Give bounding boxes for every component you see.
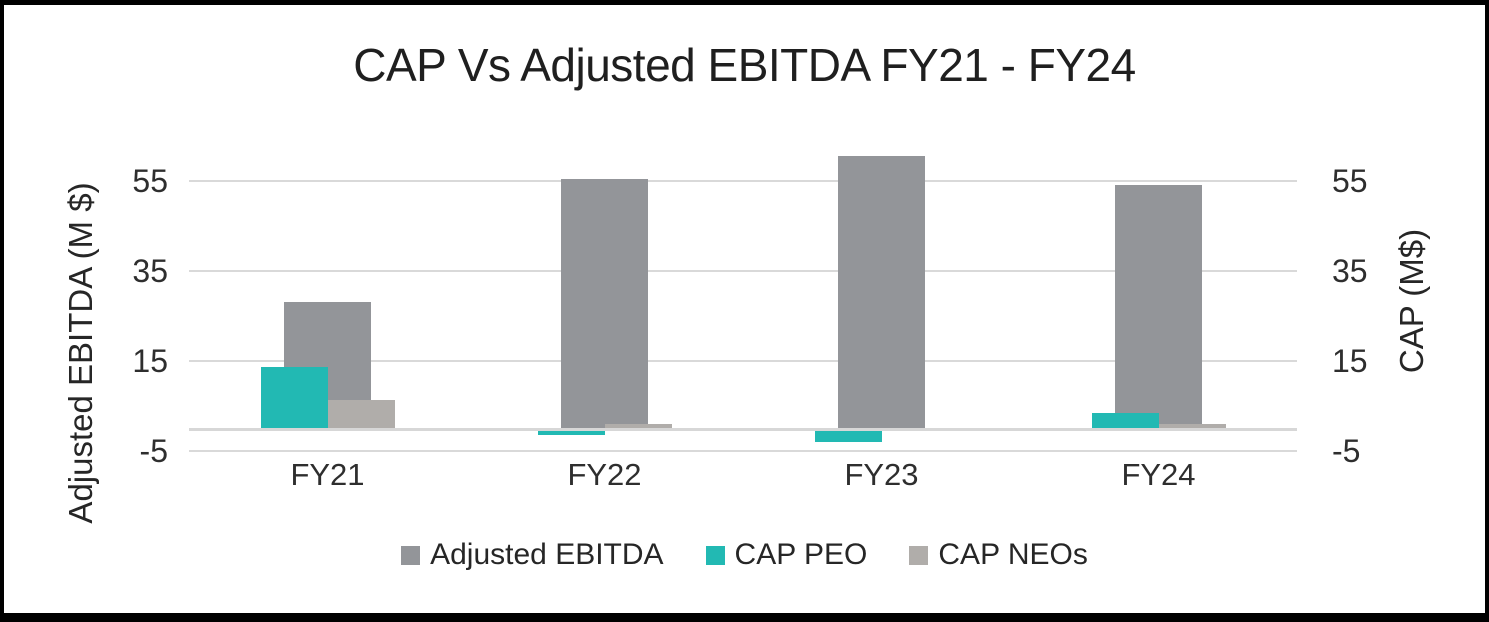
legend-item-cap-neos: CAP NEOs: [909, 538, 1088, 571]
bar-cap-peo-fy21: [260, 366, 328, 429]
y-tick-left-15: 15: [132, 342, 168, 379]
gridline-55: [189, 179, 1297, 182]
y-tick-left-55: 55: [132, 162, 168, 199]
bar-cap-peo-fy23: [814, 428, 882, 442]
bar-cap-neos-fy21: [327, 399, 395, 429]
right-axis-title: CAP (M$): [1393, 228, 1430, 374]
y-tick-right-35: 35: [1332, 252, 1368, 289]
gridline-35: [189, 269, 1297, 272]
left-axis-title: Adjusted EBITDA (M $): [62, 182, 99, 524]
bar-adjusted-ebitda-fy22: [561, 178, 648, 429]
bar-cap-neos-fy22: [604, 423, 672, 429]
y-tick-right-15: 15: [1332, 342, 1368, 379]
legend-swatch-icon: [909, 545, 929, 565]
bar-cap-neos-fy24: [1158, 423, 1226, 429]
legend-label: CAP NEOs: [938, 538, 1088, 571]
y-tick-left--5: -5: [139, 432, 168, 469]
legend-label: CAP PEO: [734, 538, 868, 571]
x-tick-label-fy21: FY21: [290, 457, 365, 492]
x-tick-label-fy23: FY23: [844, 457, 919, 492]
gridline-15: [189, 359, 1297, 362]
chart-title: CAP Vs Adjusted EBITDA FY21 - FY24: [353, 39, 1136, 91]
bar-cap-peo-fy22: [537, 428, 605, 436]
gridline--5: [189, 449, 1297, 452]
y-tick-right-55: 55: [1332, 162, 1368, 199]
x-tick-label-fy22: FY22: [567, 457, 642, 492]
legend: Adjusted EBITDA CAP PEO CAP NEOs: [0, 538, 1489, 571]
y-tick-left-35: 35: [132, 252, 168, 289]
legend-item-adjusted-ebitda: Adjusted EBITDA: [401, 538, 664, 571]
legend-swatch-icon: [705, 545, 725, 565]
legend-item-cap-peo: CAP PEO: [705, 538, 868, 571]
y-tick-right--5: -5: [1332, 432, 1361, 469]
bar-adjusted-ebitda-fy23: [838, 156, 925, 429]
bar-cap-peo-fy24: [1091, 412, 1159, 429]
legend-swatch-icon: [401, 545, 421, 565]
x-axis-line: [189, 428, 1297, 431]
legend-label: Adjusted EBITDA: [430, 538, 664, 571]
x-tick-label-fy24: FY24: [1121, 457, 1196, 492]
bar-adjusted-ebitda-fy24: [1115, 185, 1202, 429]
